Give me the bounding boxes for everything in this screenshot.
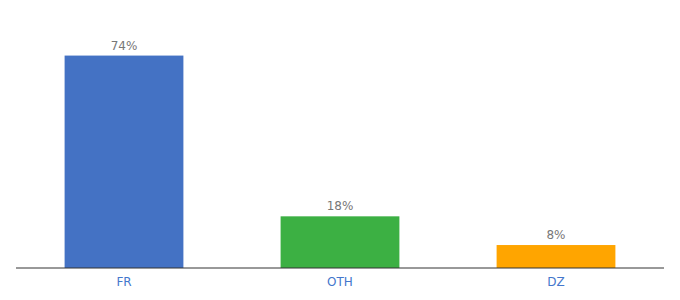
bars: [65, 56, 616, 268]
bar: [65, 56, 184, 268]
x-tick-label: OTH: [327, 275, 353, 289]
plot-area: 74% 18% 8% FR OTH DZ: [16, 39, 664, 289]
x-axis: FR OTH DZ: [16, 268, 664, 289]
bar: [497, 245, 616, 268]
x-tick-label: FR: [116, 275, 131, 289]
data-label: 74%: [111, 39, 138, 53]
x-tick-label: DZ: [547, 275, 564, 289]
data-label: 18%: [327, 199, 354, 213]
x-axis-line: [16, 268, 664, 269]
chart-container: 74% 18% 8% FR OTH DZ: [0, 0, 680, 300]
bar: [281, 216, 400, 268]
data-label: 8%: [546, 228, 565, 242]
chart-svg: 74% 18% 8% FR OTH DZ: [0, 0, 680, 300]
data-labels: 74% 18% 8%: [111, 39, 566, 242]
